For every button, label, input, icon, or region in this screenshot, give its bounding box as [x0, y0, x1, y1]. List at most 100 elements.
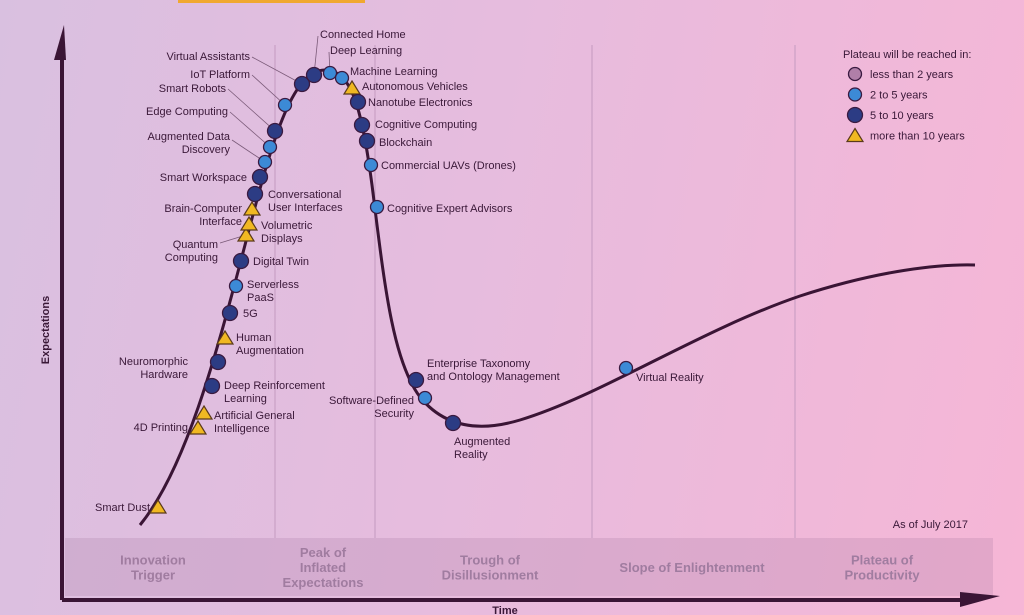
tech-label: Software-Defined Security: [329, 395, 414, 420]
tech-point-serverless-paas: Serverless PaaS: [228, 278, 299, 304]
tech-point-brain-computer-interface: Brain-Computer Interface: [164, 200, 262, 228]
tech-marker-circle-icon: [407, 371, 425, 389]
tech-label: IoT Platform: [190, 69, 250, 81]
phase-label: Slope of Enlightenment: [619, 560, 765, 575]
tech-marker-circle-icon: [262, 139, 278, 155]
tech-point-4d-printing: 4D Printing: [134, 419, 208, 435]
legend-entry-label: more than 10 years: [870, 131, 965, 143]
tech-point-digital-twin: Digital Twin: [232, 252, 309, 270]
legend-entry-label: less than 2 years: [870, 69, 954, 81]
tech-marker-circle-icon: [353, 116, 371, 134]
tech-label: Digital Twin: [253, 256, 309, 268]
tech-point-enterprise-taxonomy-and-ontology-management: Enterprise Taxonomy and Ontology Manageme…: [407, 358, 560, 389]
tech-marker-triangle-icon: [148, 498, 168, 514]
tech-point-machine-learning: Machine Learning: [334, 66, 437, 86]
legend-marker-2to5-circle-icon: [847, 87, 863, 102]
tech-marker-circle-icon: [246, 185, 264, 203]
tech-label: Edge Computing: [146, 106, 228, 118]
tech-marker-circle-icon: [363, 157, 379, 173]
tech-label: Smart Workspace: [160, 172, 247, 184]
tech-point-human-augmentation: Human Augmentation: [215, 329, 304, 357]
tech-point-augmented-data-discovery: Augmented Data Discovery: [147, 131, 273, 170]
tech-marker-circle-icon: [209, 353, 227, 371]
phase-label: Innovation Trigger: [120, 553, 186, 583]
leader-line: [251, 56, 303, 85]
tech-marker-triangle-icon: [239, 215, 259, 231]
tech-label: Augmented Reality: [454, 436, 510, 461]
tech-marker-circle-icon: [293, 75, 311, 93]
tech-point-smart-robots: Smart Robots: [159, 83, 284, 140]
tech-point-connected-home: Connected Home: [305, 29, 406, 84]
tech-point-neuromorphic-hardware: Neuromorphic Hardware: [119, 353, 227, 381]
tech-label: Quantum Computing: [165, 239, 218, 264]
tech-point-deep-reinforcement-learning: Deep Reinforcement Learning: [203, 377, 325, 405]
tech-label: Blockchain: [379, 137, 432, 149]
tech-marker-triangle-icon: [242, 200, 262, 216]
tech-label: Conversational User Interfaces: [268, 189, 343, 214]
tech-marker-circle-icon: [228, 278, 244, 294]
tech-point-virtual-assistants: Virtual Assistants: [166, 51, 311, 93]
tech-marker-circle-icon: [417, 390, 433, 406]
tech-label: Volumetric Displays: [261, 220, 313, 245]
tech-label: Deep Reinforcement Learning: [224, 380, 325, 405]
tech-label: Connected Home: [320, 29, 406, 41]
tech-point-cognitive-expert-advisors: Cognitive Expert Advisors: [369, 199, 513, 215]
tech-label: Autonomous Vehicles: [362, 81, 468, 93]
tech-label: Smart Robots: [159, 83, 227, 95]
top-banner-edge: [178, 0, 365, 3]
tech-marker-circle-icon: [266, 122, 284, 140]
tech-point-smart-workspace: Smart Workspace: [160, 168, 269, 186]
legend-marker-gt10-triangle-icon: [845, 127, 865, 143]
tech-marker-triangle-icon: [188, 419, 208, 435]
legend: Plateau will be reached in: less than 2 y…: [843, 49, 971, 143]
tech-marker-circle-icon: [334, 70, 350, 86]
tech-point-iot-platform: IoT Platform: [190, 69, 293, 113]
y-axis-label: Expectations: [40, 296, 52, 364]
tech-marker-circle-icon: [618, 360, 634, 376]
tech-point-quantum-computing: Quantum Computing: [165, 226, 256, 264]
legend-title: Plateau will be reached in:: [843, 49, 971, 61]
as-of-note: As of July 2017: [893, 519, 968, 531]
y-axis-arrow-icon: [54, 25, 66, 60]
tech-marker-circle-icon: [358, 132, 376, 150]
tech-point-autonomous-vehicles: Autonomous Vehicles: [342, 79, 468, 95]
legend-entry-label: 2 to 5 years: [870, 90, 928, 102]
tech-label: Human Augmentation: [236, 332, 304, 357]
tech-marker-circle-icon: [232, 252, 250, 270]
tech-point-edge-computing: Edge Computing: [146, 106, 278, 155]
x-axis-arrow-icon: [960, 592, 1000, 607]
phase-band: [65, 538, 993, 596]
leader-line: [227, 88, 276, 132]
tech-point-commercial-uavs-drones-: Commercial UAVs (Drones): [363, 157, 516, 173]
legend-entry-label: 5 to 10 years: [870, 110, 934, 122]
tech-point-conversational-user-interfaces: Conversational User Interfaces: [246, 185, 343, 214]
tech-marker-triangle-icon: [342, 79, 362, 95]
tech-marker-circle-icon: [305, 66, 323, 84]
legend-marker-lt2-circle-icon: [847, 66, 863, 82]
tech-label: Virtual Assistants: [166, 51, 250, 63]
tech-marker-circle-icon: [369, 199, 385, 215]
tech-label: Enterprise Taxonomy and Ontology Manageme…: [427, 358, 560, 383]
tech-label: Artificial General Intelligence: [214, 410, 295, 435]
tech-point-blockchain: Blockchain: [358, 132, 432, 150]
tech-point-cognitive-computing: Cognitive Computing: [353, 116, 477, 134]
tech-marker-triangle-icon: [194, 404, 214, 420]
leader-line: [229, 111, 271, 148]
tech-label: Neuromorphic Hardware: [119, 356, 189, 381]
tech-label: 4D Printing: [134, 422, 188, 434]
tech-label: Brain-Computer Interface: [164, 203, 242, 228]
tech-marker-circle-icon: [257, 154, 273, 170]
tech-label: Nanotube Electronics: [368, 97, 473, 109]
tech-label: Serverless PaaS: [247, 279, 299, 304]
tech-label: Machine Learning: [350, 66, 437, 78]
tech-point-augmented-reality: Augmented Reality: [444, 414, 510, 461]
tech-label: Cognitive Expert Advisors: [387, 203, 513, 215]
legend-marker-5to10-circle-icon: [846, 106, 864, 124]
tech-label: Commercial UAVs (Drones): [381, 160, 516, 172]
tech-marker-circle-icon: [349, 93, 367, 111]
tech-marker-circle-icon: [221, 304, 239, 322]
phase-label: Plateau of Productivity: [844, 553, 920, 583]
tech-point-deep-learning: Deep Learning: [322, 45, 402, 81]
phase-label: Peak of Inflated Expectations: [283, 545, 364, 590]
